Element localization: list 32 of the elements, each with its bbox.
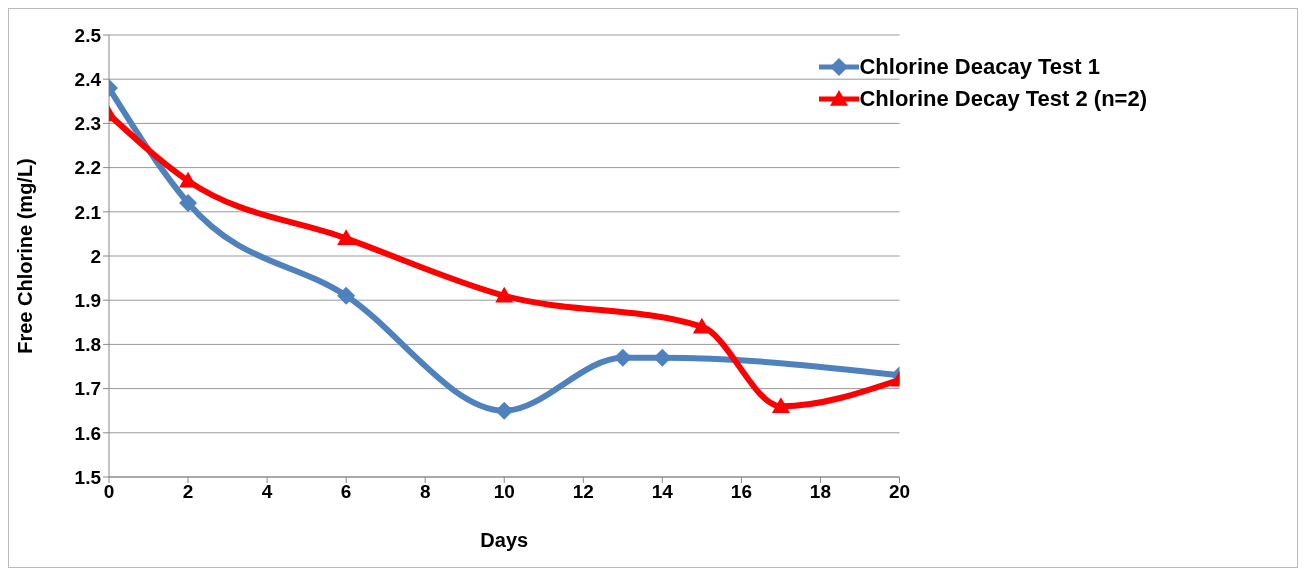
y-tick-label: 1.9 — [74, 289, 101, 311]
x-tick-label: 10 — [493, 481, 515, 503]
y-tick-label: 2.1 — [74, 201, 102, 223]
x-tick-label: 2 — [182, 481, 194, 503]
point — [337, 286, 356, 305]
y-tick-label: 2.4 — [74, 68, 102, 90]
y-tick-label: 2.2 — [74, 157, 101, 179]
x-tick-label: 6 — [340, 481, 352, 503]
y-tick-label: 1.7 — [74, 378, 101, 400]
y-tick-label: 2.3 — [74, 113, 101, 135]
x-tick-label: 18 — [809, 481, 832, 503]
legend-label: Chlorine Decay Test 2 (n=2) — [859, 86, 1147, 112]
y-tick-label: 2.5 — [74, 24, 102, 46]
y-tick-label: 1.6 — [74, 422, 101, 444]
x-tick-label: 0 — [103, 481, 115, 503]
x-tick-label: 14 — [651, 481, 674, 503]
y-tick-label: 1.8 — [74, 334, 101, 356]
x-tick-label: 16 — [730, 481, 752, 503]
x-axis-title: Days — [480, 529, 529, 551]
legend-label: Chlorine Deacay Test 1 — [859, 54, 1100, 80]
y-tick-label: 2 — [90, 245, 101, 267]
point — [179, 193, 198, 212]
x-tick-label: 8 — [419, 481, 431, 503]
x-tick-label: 12 — [572, 481, 594, 503]
x-tick-label: 20 — [888, 481, 911, 503]
point — [692, 317, 711, 334]
point — [495, 286, 514, 303]
x-tick-label: 4 — [261, 481, 273, 503]
y-tick-label: 1.5 — [74, 466, 102, 488]
point — [337, 229, 356, 246]
point — [771, 397, 790, 414]
y-axis-title: Free Chlorine (mg/L) — [14, 158, 37, 354]
